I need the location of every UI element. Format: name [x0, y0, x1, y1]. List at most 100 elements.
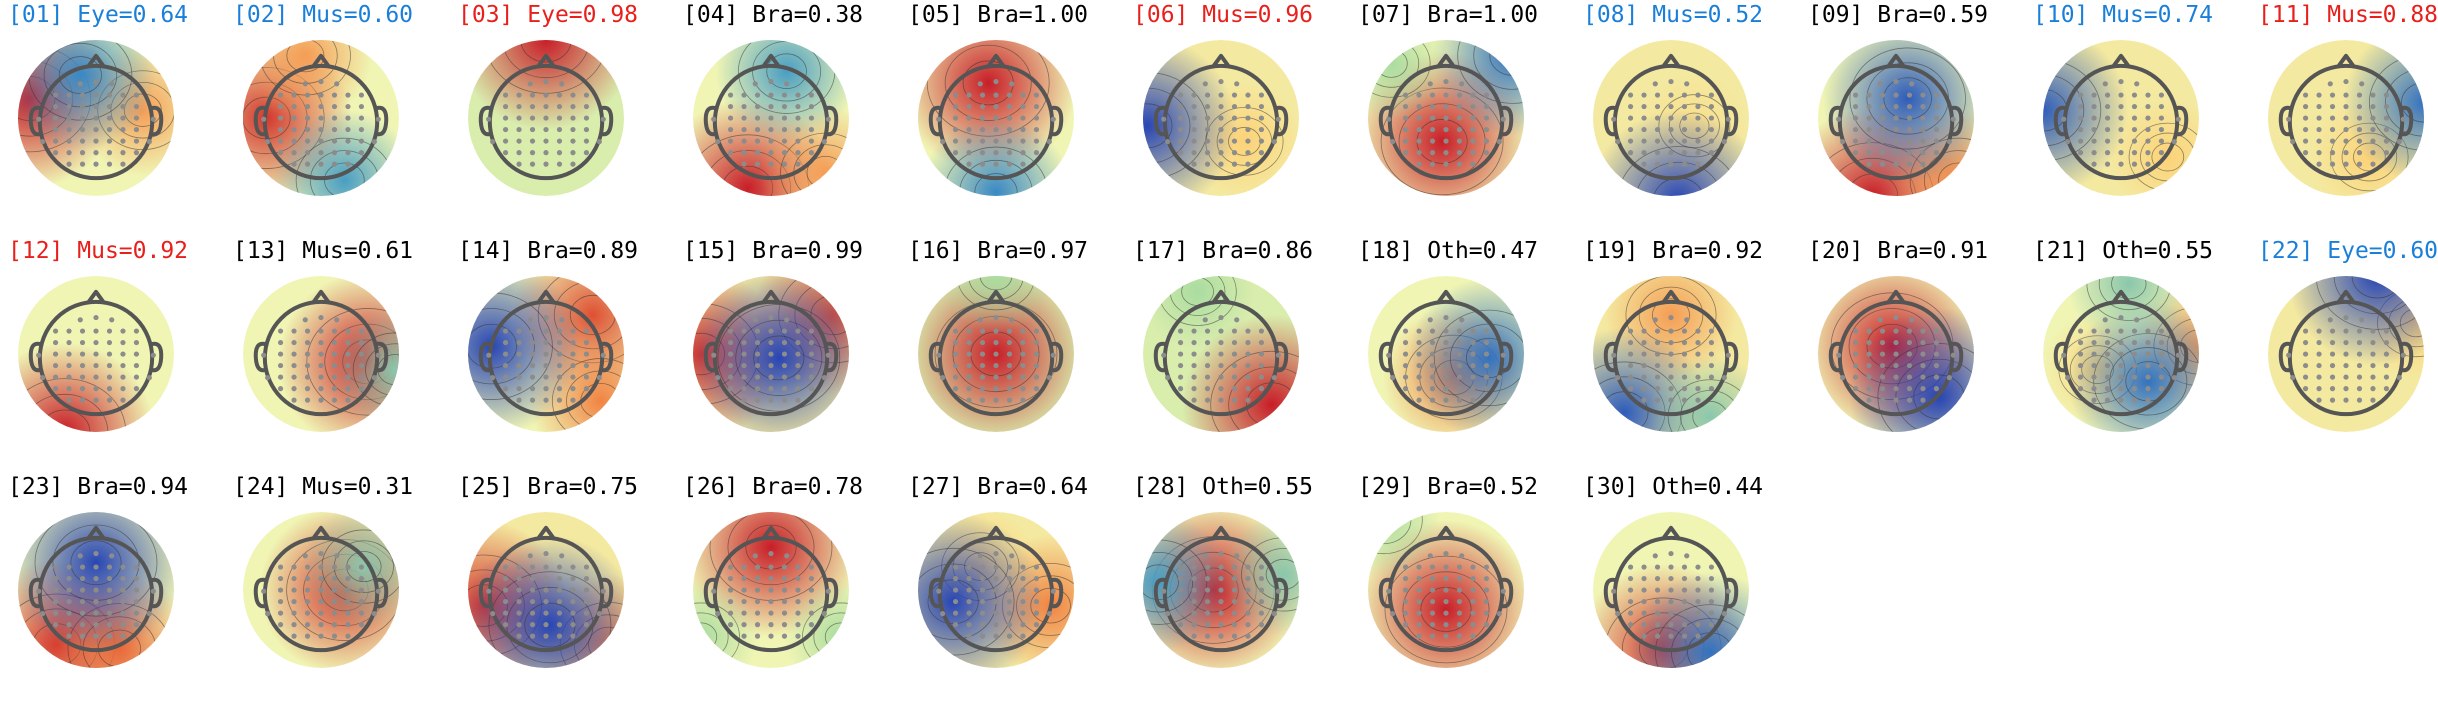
electrode-dot — [1020, 362, 1026, 369]
electrode-dot — [966, 115, 972, 121]
electrode-dot — [543, 564, 549, 570]
electrode-dot — [79, 103, 86, 110]
electrode-dot — [1009, 81, 1015, 87]
electrode-dot — [1470, 115, 1476, 121]
negative-activation — [1593, 110, 1749, 196]
component-cell: [17] Bra=0.86 — [1131, 238, 1356, 468]
electrode-dot — [2158, 328, 2165, 334]
component-score: Eye=0.64 — [77, 2, 189, 28]
contour-line — [1667, 379, 1749, 432]
electrode-dot — [516, 339, 522, 346]
electrode-dot — [979, 564, 986, 570]
electrode-dot — [1443, 386, 1449, 392]
electrode-dot — [768, 610, 774, 616]
electrode-dot — [1483, 386, 1490, 392]
electrode-dot — [529, 598, 536, 605]
electrode-dot — [1483, 598, 1490, 605]
electrode-dot — [1231, 575, 1238, 582]
electrode-dot — [93, 575, 99, 582]
component-label: [06] Mus=0.96 — [1133, 2, 1313, 28]
electrode-dot — [781, 126, 788, 133]
contour-line — [2351, 276, 2403, 299]
electrode-dot — [543, 550, 549, 557]
electrode-dot — [2118, 386, 2124, 392]
electrode-dot — [1654, 633, 1661, 639]
electrode-dot — [1879, 161, 1886, 167]
electrode-dot — [781, 138, 788, 144]
electrode-dot — [1271, 139, 1277, 145]
contour-line — [1368, 40, 1420, 88]
topomap — [243, 512, 399, 668]
electrode-dot — [1204, 138, 1211, 144]
electrode-dot — [2302, 339, 2309, 346]
electrode-dot — [1006, 126, 1013, 133]
electrode-dot — [1681, 362, 1688, 369]
electrode-dot — [1271, 611, 1277, 617]
electrode-dot — [1443, 397, 1449, 403]
electrode-dot — [516, 161, 522, 167]
electrode-dot — [741, 362, 747, 369]
component-cell: [22] Eye=0.60 — [2256, 238, 2438, 468]
electrode-dot — [1218, 126, 1224, 133]
electrode-dot — [1006, 150, 1013, 156]
electrode-dot — [1245, 610, 1251, 616]
electrode-dot — [543, 351, 549, 357]
component-label: [12] Mus=0.92 — [8, 238, 188, 264]
electrode-dot — [966, 150, 972, 156]
electrode-dot — [1416, 362, 1422, 369]
electrode-dot — [2396, 375, 2402, 381]
component-cell: [25] Bra=0.75 — [456, 474, 681, 704]
electrode-dot — [2383, 328, 2390, 334]
electrode-dot — [993, 314, 999, 321]
electrode-dot — [2329, 397, 2336, 403]
electrode-dot — [993, 598, 999, 605]
electrode-dot — [583, 374, 590, 380]
electrode-dot — [808, 115, 815, 121]
electrode-dot — [2158, 126, 2165, 133]
electrode-dot — [1933, 351, 1940, 357]
electrode-dot — [66, 328, 72, 334]
topomap — [1593, 512, 1749, 668]
electrode-dot — [1006, 598, 1013, 605]
electrode-dot — [2356, 374, 2363, 380]
electrode-dot — [979, 92, 986, 98]
electrode-dot — [2065, 375, 2071, 381]
electrode-dot — [2383, 138, 2390, 144]
electrode-dot — [1020, 328, 1026, 334]
electrode-dot — [1500, 588, 1506, 594]
electrode-dot — [1191, 633, 1197, 639]
electrode-dot — [93, 339, 99, 346]
electrode-dot — [2400, 116, 2406, 122]
electrode-dot — [52, 115, 59, 121]
electrode-dot — [304, 564, 311, 570]
head-outline — [1162, 535, 1280, 653]
electrode-dot — [93, 103, 99, 110]
component-id: [08] — [1583, 2, 1639, 28]
electrode-dot — [1443, 610, 1449, 616]
electrode-dot — [109, 553, 115, 559]
electrode-dot — [808, 598, 815, 605]
electrode-dot — [318, 126, 324, 133]
topomap — [693, 40, 849, 196]
electrode-dot — [711, 588, 717, 594]
nose-icon — [2336, 53, 2356, 69]
electrode-dot — [1416, 103, 1422, 110]
electrode-dot — [754, 115, 761, 121]
component-label: [30] Oth=0.44 — [1583, 474, 1763, 500]
electrode-dot — [556, 575, 563, 582]
electrode-dot — [1836, 116, 1842, 122]
contour-line — [1849, 47, 1966, 150]
electrode-dot — [784, 317, 790, 323]
electrode-dot — [40, 611, 46, 617]
electrode-dot — [1681, 138, 1688, 144]
electrode-dot — [781, 575, 788, 582]
electrode-dot — [1906, 397, 1913, 403]
electrode-dot — [120, 587, 126, 593]
electrode-dot — [502, 622, 509, 628]
electrode-dot — [741, 161, 747, 167]
electrode-dot — [2302, 386, 2309, 392]
electrode-dot — [1202, 81, 1208, 87]
electrode-dot — [358, 564, 365, 570]
component-score: Bra=0.52 — [1427, 474, 1539, 500]
electrode-dot — [79, 92, 86, 98]
